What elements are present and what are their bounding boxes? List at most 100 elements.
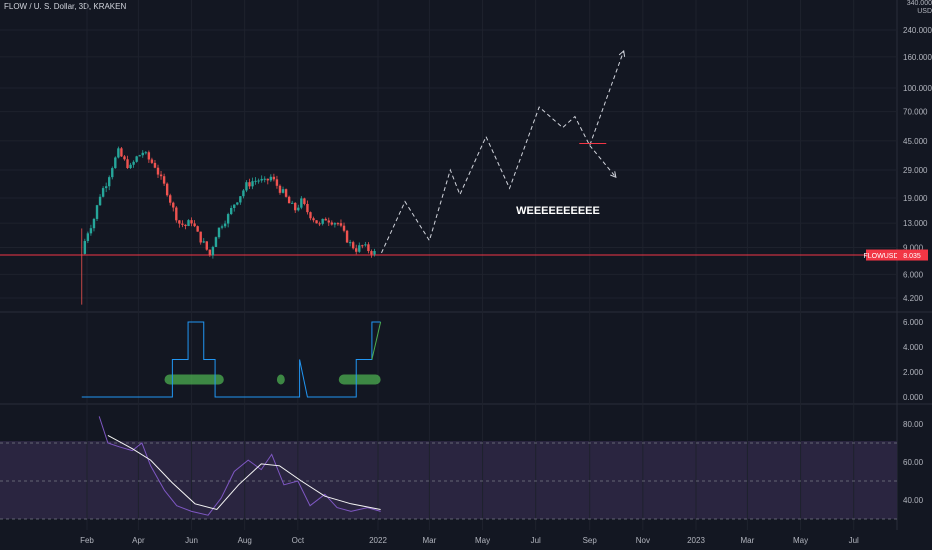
candle-body bbox=[373, 250, 376, 255]
candle-body bbox=[214, 237, 218, 247]
candle-body bbox=[156, 167, 160, 175]
candle-body bbox=[141, 152, 144, 156]
candle-body bbox=[348, 242, 352, 244]
price-tick-label: 100.000 bbox=[903, 84, 932, 93]
candle-body bbox=[233, 204, 236, 208]
candle-body bbox=[333, 223, 337, 225]
candle-body bbox=[345, 230, 349, 243]
candle-body bbox=[245, 182, 248, 191]
candle-body bbox=[89, 228, 93, 234]
signal-marker bbox=[338, 374, 381, 385]
x-tick-label: Mar bbox=[423, 536, 437, 545]
x-tick-label: May bbox=[475, 536, 490, 545]
chart-title: FLOW / U. S. Dollar, 3D, KRAKEN bbox=[4, 2, 127, 11]
candle-body bbox=[370, 251, 373, 255]
x-tick-label: Mar bbox=[741, 536, 755, 545]
candle-body bbox=[123, 156, 126, 160]
candle-body bbox=[92, 218, 96, 229]
candle-body bbox=[199, 231, 202, 243]
candle-body bbox=[217, 227, 221, 238]
signal-marker bbox=[276, 374, 285, 385]
candle-body bbox=[297, 207, 300, 211]
candle-body bbox=[367, 244, 370, 252]
candle-body bbox=[351, 242, 355, 249]
x-tick-label: Jul bbox=[849, 536, 859, 545]
candle-body bbox=[251, 181, 254, 187]
candle-body bbox=[196, 226, 199, 232]
annotation-text: WEEEEEEEEEE bbox=[516, 205, 600, 217]
candle-body bbox=[324, 218, 327, 221]
candle-body bbox=[248, 182, 251, 187]
candle-body bbox=[111, 168, 114, 178]
candle-body bbox=[318, 223, 321, 225]
candle-body bbox=[272, 176, 276, 180]
indicator-tick-label: 6.000 bbox=[903, 318, 924, 327]
candle-body bbox=[129, 164, 132, 169]
projection-alt-path bbox=[589, 145, 617, 178]
candle-body bbox=[330, 222, 334, 225]
candle-body bbox=[239, 196, 242, 203]
candle-body bbox=[303, 198, 306, 204]
candle-body bbox=[95, 205, 99, 219]
candle-body bbox=[184, 224, 187, 226]
projection-path bbox=[381, 50, 625, 254]
candle-body bbox=[101, 188, 105, 197]
candle-body bbox=[229, 207, 233, 215]
rsi-tick-label: 80.00 bbox=[903, 420, 924, 429]
candle-body bbox=[309, 212, 312, 219]
candle-body bbox=[159, 174, 163, 177]
candle-body bbox=[150, 159, 154, 163]
candle-body bbox=[178, 220, 181, 224]
candle-body bbox=[300, 198, 303, 208]
rsi-line bbox=[98, 416, 381, 516]
candle-body bbox=[202, 241, 205, 243]
candle-body bbox=[132, 161, 135, 165]
candle-body bbox=[321, 218, 324, 224]
candle-body bbox=[226, 214, 230, 224]
candle-body bbox=[147, 152, 151, 160]
rsi-ma-line bbox=[107, 434, 381, 511]
candle-body bbox=[278, 185, 282, 193]
x-tick-label: Jun bbox=[185, 536, 198, 545]
candle-body bbox=[236, 202, 239, 205]
candle-body bbox=[153, 162, 157, 168]
badge-value: 8.035 bbox=[903, 253, 921, 260]
rsi-tick-label: 40.00 bbox=[903, 496, 924, 505]
candle-body bbox=[275, 179, 279, 186]
candle-body bbox=[114, 157, 117, 169]
candle-body bbox=[294, 202, 297, 211]
candle-body bbox=[208, 249, 212, 256]
x-tick-label: Apr bbox=[132, 536, 145, 545]
candle-body bbox=[364, 244, 367, 246]
candle-body bbox=[120, 148, 123, 157]
candle-body bbox=[287, 196, 291, 204]
rsi-tick-label: 60.00 bbox=[903, 458, 924, 467]
x-tick-label: Sep bbox=[583, 536, 598, 545]
candle-body bbox=[336, 223, 340, 225]
price-tick-label: 160.000 bbox=[903, 53, 932, 62]
candle-body bbox=[86, 233, 90, 241]
candle-body bbox=[306, 203, 309, 213]
candle-body bbox=[172, 202, 175, 208]
candle-body bbox=[315, 220, 318, 224]
candle-body bbox=[266, 178, 269, 181]
projection-arrow-down bbox=[610, 171, 617, 179]
x-tick-label: 2022 bbox=[369, 536, 387, 545]
indicator-line bbox=[81, 321, 381, 398]
candle-body bbox=[169, 195, 172, 203]
candle-body bbox=[284, 189, 288, 197]
price-tick-label: 240.000 bbox=[903, 26, 932, 35]
candle-body bbox=[260, 178, 263, 181]
price-tick-label: 13.000 bbox=[903, 219, 928, 228]
candle-body bbox=[126, 159, 129, 169]
price-tick-label: 70.000 bbox=[903, 108, 928, 117]
x-tick-label: Jul bbox=[531, 536, 541, 545]
candle-body bbox=[165, 183, 169, 196]
candle-body bbox=[83, 240, 87, 254]
candle-body bbox=[355, 248, 358, 252]
candle-body bbox=[339, 223, 343, 226]
candle-body bbox=[269, 176, 273, 181]
candle-body bbox=[135, 156, 138, 162]
candle-body bbox=[223, 223, 227, 227]
